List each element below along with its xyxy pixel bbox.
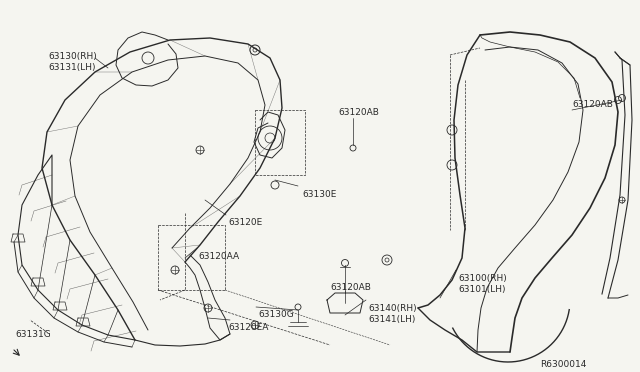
Text: 63140(RH): 63140(RH) [368, 304, 417, 313]
Text: R6300014: R6300014 [540, 360, 586, 369]
Text: 63120AB: 63120AB [338, 108, 379, 117]
Text: 63101(LH): 63101(LH) [458, 285, 506, 294]
Text: 63120AB: 63120AB [330, 283, 371, 292]
Text: 63120E: 63120E [228, 218, 262, 227]
Text: 63130(RH): 63130(RH) [48, 52, 97, 61]
Text: 63131G: 63131G [15, 330, 51, 339]
Text: 63120AB: 63120AB [572, 100, 613, 109]
Text: 63120AA: 63120AA [198, 252, 239, 261]
Text: 63120EA: 63120EA [228, 323, 268, 332]
Text: 63130G: 63130G [258, 310, 294, 319]
Text: 63100(RH): 63100(RH) [458, 274, 507, 283]
Text: 63131(LH): 63131(LH) [48, 63, 95, 72]
Text: 63130E: 63130E [302, 190, 337, 199]
Text: 63141(LH): 63141(LH) [368, 315, 415, 324]
